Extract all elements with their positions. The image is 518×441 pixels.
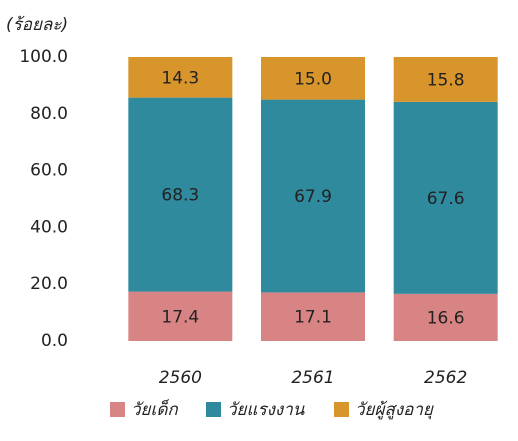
bar-segment — [393, 293, 498, 341]
y-tick-label: 60.0 — [30, 161, 68, 181]
bar-segment — [128, 97, 233, 292]
data-label: 14.3 — [161, 68, 199, 88]
data-label: 67.6 — [427, 189, 465, 209]
legend-label: วัยเด็ก — [131, 399, 178, 420]
data-label: 15.0 — [294, 69, 332, 89]
data-label: 17.1 — [294, 308, 332, 328]
legend-swatch — [110, 402, 125, 417]
bar-segment — [128, 57, 233, 98]
x-tick-label: 2561 — [291, 368, 334, 388]
bar-segment — [393, 101, 498, 294]
data-label: 16.6 — [427, 308, 465, 328]
x-tick-label: 2562 — [424, 368, 467, 388]
legend-label: วัยผู้สูงอายุ — [355, 400, 434, 420]
y-tick-label: 0.0 — [41, 331, 68, 351]
y-tick-label: 20.0 — [30, 274, 68, 294]
data-label: 68.3 — [161, 186, 199, 206]
data-label: 67.9 — [294, 187, 332, 207]
bar-segment — [393, 57, 498, 102]
x-tick-label: 2560 — [159, 368, 202, 388]
y-tick-label: 80.0 — [30, 104, 68, 124]
y-axis-label: (ร้อยละ) — [6, 15, 68, 35]
legend-swatch — [334, 402, 349, 417]
y-tick-label: 100.0 — [19, 47, 68, 67]
legend-swatch — [206, 402, 221, 417]
data-label: 15.8 — [427, 70, 465, 90]
legend-label: วัยแรงงาน — [227, 400, 305, 420]
y-tick-label: 40.0 — [30, 217, 68, 237]
bar-segment — [128, 291, 233, 341]
bar-segment — [261, 292, 365, 341]
bar-segment — [261, 99, 365, 293]
bar-segment — [261, 57, 365, 100]
data-label: 17.4 — [161, 307, 199, 327]
